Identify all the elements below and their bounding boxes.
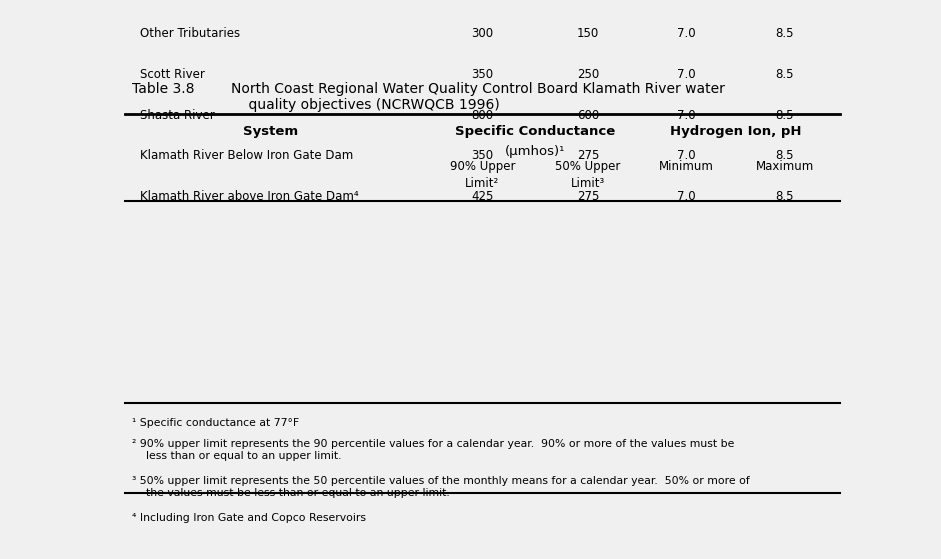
Text: 90% Upper: 90% Upper: [450, 160, 515, 173]
Text: Maximum: Maximum: [756, 160, 814, 173]
Text: 300: 300: [471, 27, 493, 40]
Text: 150: 150: [577, 27, 599, 40]
Text: 8.5: 8.5: [775, 149, 794, 163]
Text: 275: 275: [577, 149, 599, 163]
Text: (μmhos)¹: (μmhos)¹: [505, 145, 566, 158]
Text: Hydrogen Ion, pH: Hydrogen Ion, pH: [670, 125, 802, 138]
Text: Scott River: Scott River: [139, 68, 204, 80]
Text: 350: 350: [471, 149, 493, 163]
Text: Klamath River above Iron Gate Dam⁴: Klamath River above Iron Gate Dam⁴: [139, 190, 359, 203]
Text: 7.0: 7.0: [678, 108, 695, 121]
Text: Table 3.8: Table 3.8: [132, 82, 195, 96]
Text: 7.0: 7.0: [678, 149, 695, 163]
Text: Specific Conductance: Specific Conductance: [455, 125, 615, 138]
Text: 7.0: 7.0: [678, 190, 695, 203]
Text: 7.0: 7.0: [678, 27, 695, 40]
Text: 8.5: 8.5: [775, 190, 794, 203]
Text: Limit²: Limit²: [465, 177, 500, 190]
Text: Klamath River Below Iron Gate Dam: Klamath River Below Iron Gate Dam: [139, 149, 353, 163]
Text: ⁴ Including Iron Gate and Copco Reservoirs: ⁴ Including Iron Gate and Copco Reservoi…: [132, 513, 366, 523]
Text: System: System: [243, 125, 298, 138]
Text: 50% Upper: 50% Upper: [555, 160, 621, 173]
Text: ² 90% upper limit represents the 90 percentile values for a calendar year.  90% : ² 90% upper limit represents the 90 perc…: [132, 439, 735, 461]
Text: ³ 50% upper limit represents the 50 percentile values of the monthly means for a: ³ 50% upper limit represents the 50 perc…: [132, 476, 750, 498]
Text: ¹ Specific conductance at 77°F: ¹ Specific conductance at 77°F: [132, 418, 299, 428]
Text: Shasta River: Shasta River: [139, 108, 215, 121]
Text: 350: 350: [471, 68, 493, 80]
Text: 425: 425: [471, 190, 493, 203]
Text: 600: 600: [577, 108, 599, 121]
Text: North Coast Regional Water Quality Control Board Klamath River water
    quality: North Coast Regional Water Quality Contr…: [231, 82, 725, 112]
Text: 800: 800: [471, 108, 493, 121]
Text: 250: 250: [577, 68, 599, 80]
Text: Minimum: Minimum: [659, 160, 714, 173]
Text: 7.0: 7.0: [678, 68, 695, 80]
Text: Limit³: Limit³: [571, 177, 605, 190]
Text: 8.5: 8.5: [775, 27, 794, 40]
Text: 8.5: 8.5: [775, 108, 794, 121]
Text: Other Tributaries: Other Tributaries: [139, 27, 240, 40]
Text: 8.5: 8.5: [775, 68, 794, 80]
Text: 275: 275: [577, 190, 599, 203]
